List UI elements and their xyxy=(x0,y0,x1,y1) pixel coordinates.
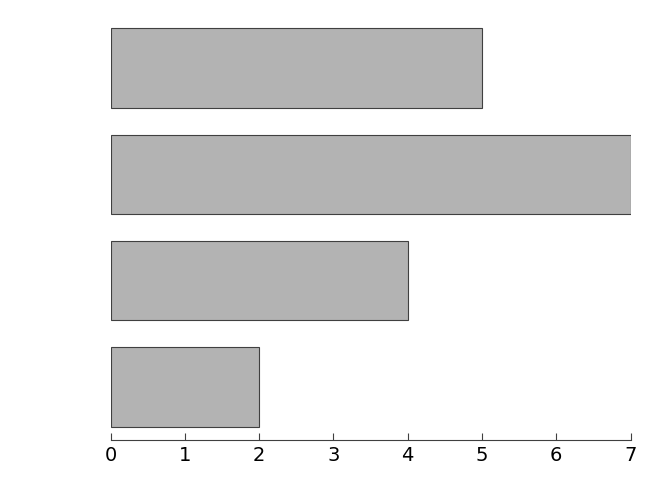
Bar xyxy=(111,347,259,426)
Bar xyxy=(111,28,482,108)
Bar xyxy=(111,134,630,214)
Bar xyxy=(111,241,408,320)
